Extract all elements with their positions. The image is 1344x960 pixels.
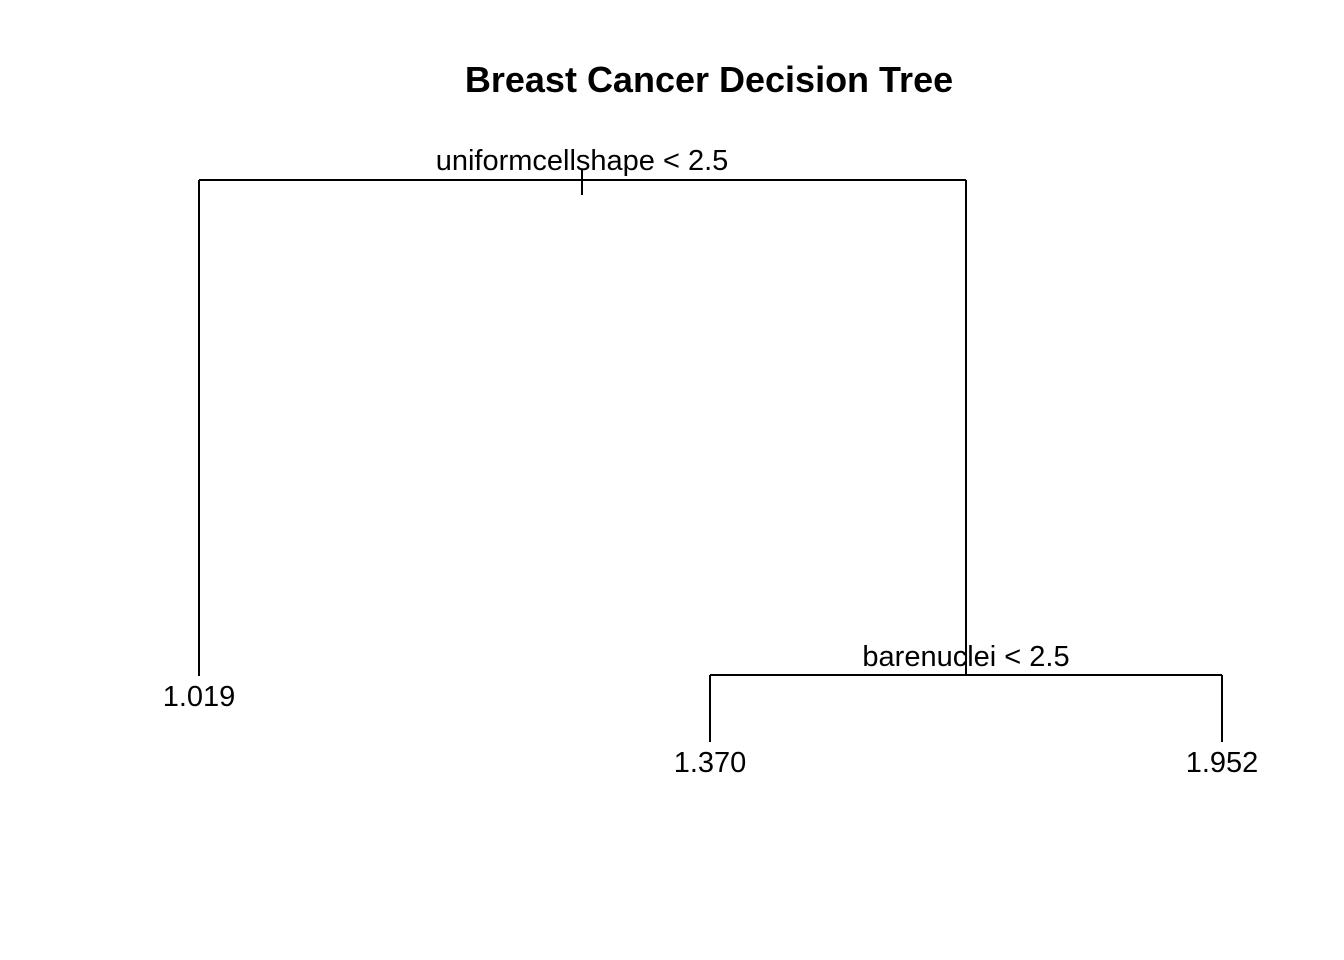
leaf-label-right: 1.952 <box>1186 747 1259 779</box>
leaf-label-left: 1.019 <box>163 681 236 713</box>
second-split-node: barenuclei < 2.5 1.370 1.952 <box>674 641 1259 779</box>
second-split-label: barenuclei < 2.5 <box>862 641 1069 673</box>
left-branch: 1.019 <box>163 180 236 713</box>
root-split-node: uniformcellshape < 2.5 <box>199 145 966 195</box>
leaf-label-middle: 1.370 <box>674 747 747 779</box>
plot-title: Breast Cancer Decision Tree <box>465 59 953 100</box>
root-split-label: uniformcellshape < 2.5 <box>436 145 729 177</box>
